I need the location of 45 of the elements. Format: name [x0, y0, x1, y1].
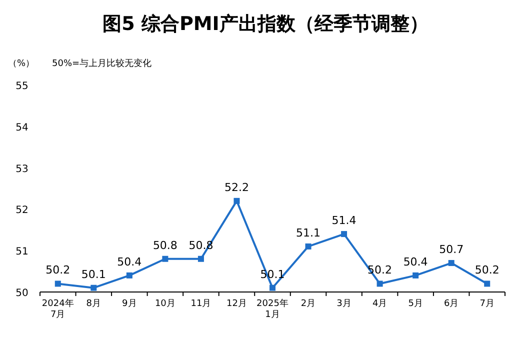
x-tick-label: 9月 [122, 299, 137, 309]
x-tick-label: 2024年 7月 [42, 298, 74, 320]
y-tick-label: 51 [16, 246, 28, 258]
x-tick-label: 12月 [226, 299, 247, 309]
data-label: 50.4 [117, 255, 142, 268]
x-tick-label: 8月 [86, 299, 102, 309]
data-label: 50.4 [403, 255, 428, 268]
y-tick-label: 55 [16, 81, 28, 92]
data-label: 50.2 [46, 264, 70, 277]
x-tick-label: 2月 [300, 299, 316, 309]
y-axis-title: （%） [8, 59, 35, 69]
y-tick-label: 54 [16, 122, 28, 134]
point [484, 280, 490, 287]
data-label: 50.7 [439, 243, 464, 256]
point [412, 272, 419, 278]
y-tick-label: 52 [16, 205, 28, 216]
x-tick-label: 5月 [408, 299, 423, 309]
x-tick-label: 4月 [372, 299, 388, 309]
data-label: 50.1 [81, 268, 106, 281]
x-tick-label: 10月 [154, 299, 176, 309]
point [270, 284, 276, 291]
point [376, 280, 383, 287]
data-label: 50.2 [474, 264, 500, 277]
point [54, 280, 61, 287]
x-tick-label: 2025年 1月 [256, 298, 288, 320]
data-label: 51.4 [332, 214, 356, 228]
x-tick-label: 3月 [336, 299, 352, 309]
x-tick-label: 11月 [190, 299, 212, 309]
text: 50%=与上月比较无变化 [52, 58, 152, 69]
x-tick-label: 6月 [444, 299, 459, 309]
point [234, 198, 240, 204]
point [126, 272, 132, 278]
y-tick-label: 50 [16, 288, 28, 299]
y-tick-label: 53 [16, 164, 28, 175]
chart-title: 图5 综合PMI产出指数（经季节调整） [102, 13, 428, 35]
data-label: 51.1 [296, 226, 321, 240]
data-label: 50.8 [152, 238, 178, 252]
point [162, 256, 168, 262]
point [341, 231, 348, 238]
point [90, 284, 97, 291]
data-label: 52.2 [224, 180, 249, 194]
point [448, 260, 454, 266]
point [305, 243, 312, 250]
point [198, 256, 204, 262]
x-tick-label: 7月 [480, 299, 494, 309]
